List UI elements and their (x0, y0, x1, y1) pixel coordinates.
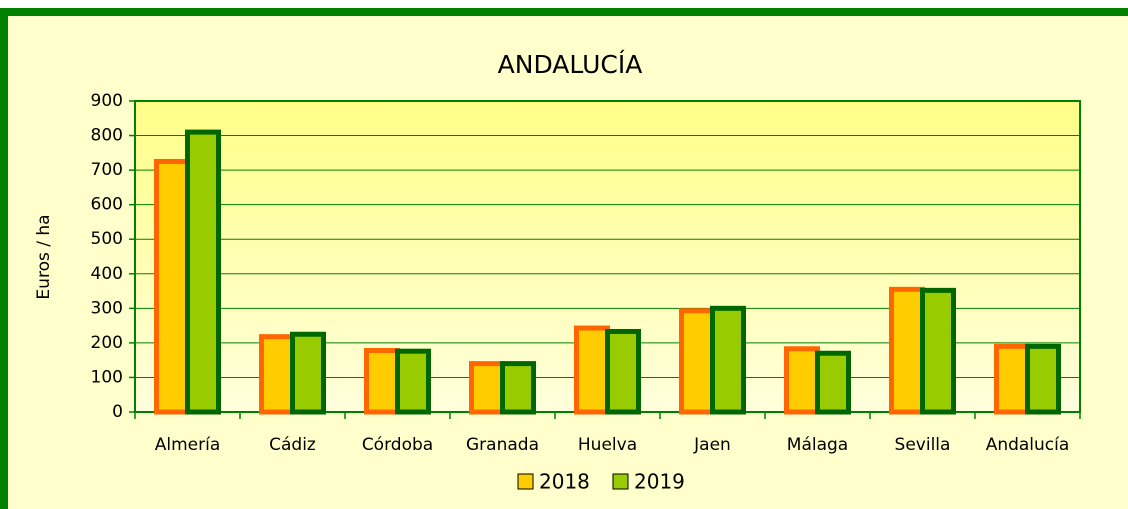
legend-swatch (612, 473, 629, 490)
y-tick-label: 300 (91, 298, 123, 318)
bar (364, 347, 400, 415)
bar (574, 325, 610, 415)
y-tick-label: 900 (91, 91, 123, 111)
y-tick-label: 500 (91, 229, 123, 249)
x-tick-label: Andalucía (986, 435, 1070, 455)
bar (185, 129, 221, 415)
x-tick-label: Córdoba (362, 435, 433, 455)
bar (290, 331, 326, 415)
chart-title: ANDALUCÍA (498, 50, 643, 79)
x-tick-label: Almería (155, 435, 221, 455)
bar (259, 334, 295, 415)
y-axis-label: Euros / ha (34, 214, 54, 299)
bar (889, 286, 925, 415)
x-tick-label: Granada (466, 435, 539, 455)
bar (920, 287, 956, 415)
bar (605, 328, 641, 415)
y-tick-label: 400 (91, 264, 123, 284)
bar (710, 305, 746, 415)
bar (994, 343, 1030, 415)
x-tick-label: Jaen (693, 435, 731, 455)
bar (679, 308, 715, 415)
frame-top (0, 8, 1128, 16)
legend-swatch (517, 473, 534, 490)
y-tick-label: 200 (91, 333, 123, 353)
legend-label: 2019 (634, 470, 685, 494)
frame-left (0, 8, 8, 509)
y-tick-label: 100 (91, 367, 123, 387)
bar (815, 350, 851, 415)
x-tick-label: Huelva (578, 435, 637, 455)
bar (784, 346, 820, 415)
y-tick-label: 600 (91, 195, 123, 215)
legend-label: 2018 (539, 470, 590, 494)
x-tick-label: Sevilla (895, 435, 951, 455)
x-tick-label: Málaga (787, 435, 848, 455)
bar (500, 361, 536, 415)
y-tick-label: 0 (112, 402, 123, 422)
y-tick-label: 800 (91, 126, 123, 146)
bar (154, 158, 190, 415)
y-tick-label: 700 (91, 160, 123, 180)
bar (469, 361, 505, 415)
bar (395, 348, 431, 415)
x-tick-label: Cádiz (269, 435, 316, 455)
bar (1025, 343, 1061, 415)
